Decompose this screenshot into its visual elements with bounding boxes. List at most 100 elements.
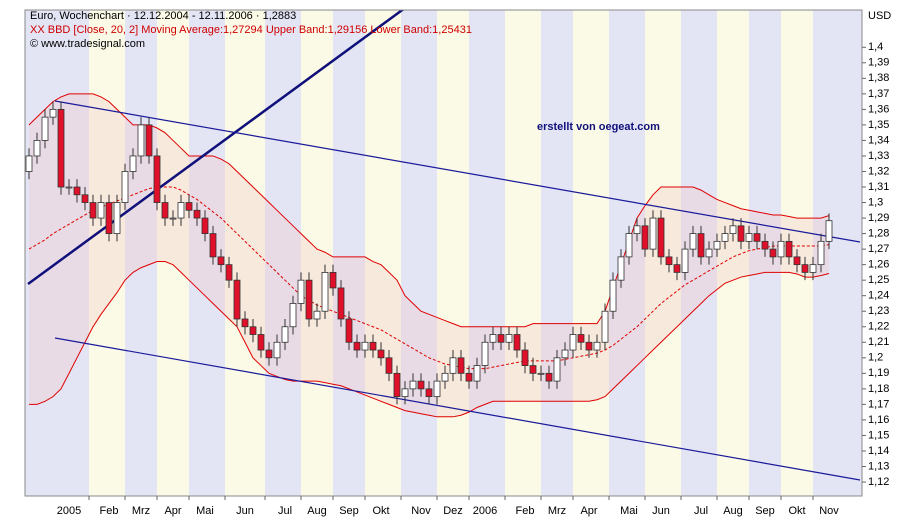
x-tick-label: Mrz	[132, 505, 150, 517]
candle-body	[529, 365, 537, 374]
x-tick-label: 2005	[57, 505, 81, 517]
candle-body	[409, 380, 417, 390]
plot-frame	[24, 9, 863, 497]
x-tick-label: Okt	[788, 505, 805, 517]
plot-background	[25, 10, 862, 496]
candle-body	[785, 240, 793, 258]
candle-body	[777, 240, 785, 258]
candle-body	[41, 116, 49, 141]
candle-body	[233, 279, 241, 320]
candle-body	[609, 279, 617, 312]
x-tick-label: Sep	[339, 505, 359, 517]
candle-body	[553, 357, 561, 382]
y-tick-label: 1,34	[868, 134, 889, 146]
candle-body	[593, 341, 601, 351]
x-tick-label: Okt	[372, 505, 389, 517]
month-stripe	[189, 10, 225, 496]
candle-body	[761, 240, 769, 250]
candle-body	[745, 233, 753, 242]
candle-body	[537, 372, 545, 375]
month-stripe	[505, 10, 541, 496]
candle-body	[617, 256, 625, 281]
candle-body	[521, 349, 529, 366]
x-tick-label: Jul	[694, 505, 708, 517]
y-tick-label: 1,25	[868, 274, 889, 286]
candle-body	[353, 341, 361, 351]
x-tick-label: Apr	[164, 505, 181, 517]
candle-body	[697, 233, 705, 258]
month-stripe	[25, 10, 89, 496]
candle-body	[713, 240, 721, 250]
candle-body	[681, 248, 689, 273]
band-line	[29, 261, 830, 418]
candle-body	[505, 334, 513, 343]
y-tick-label: 1,2	[868, 352, 883, 364]
y-tick-label: 1,16	[868, 414, 889, 426]
candle-body	[569, 334, 577, 351]
y-tick-label: 1,14	[868, 445, 889, 457]
candle-body	[441, 372, 449, 382]
channel-bottom	[54, 337, 861, 481]
x-tick-label: Feb	[100, 505, 119, 517]
candle-body	[481, 341, 489, 366]
candle-body	[273, 341, 281, 359]
candle-body	[185, 202, 193, 211]
candle-body	[721, 233, 729, 242]
y-tick-label: 1,28	[868, 227, 889, 239]
y-tick-label: 1,12	[868, 476, 889, 488]
x-tick-label: Sep	[755, 505, 775, 517]
candle-body	[305, 279, 313, 320]
candles	[25, 101, 833, 405]
candle-body	[73, 186, 81, 196]
candle-body	[825, 220, 833, 242]
candle-body	[289, 303, 297, 328]
trend-lines	[27, 10, 861, 481]
bollinger-bands	[28, 93, 830, 418]
moving-average	[28, 186, 830, 370]
month-stripe	[437, 10, 469, 496]
month-stripe	[265, 10, 301, 496]
candle-body	[793, 256, 801, 266]
candle-body	[705, 248, 713, 258]
candle-body	[689, 233, 697, 250]
candle-body	[465, 372, 473, 382]
x-tick-label: Apr	[580, 505, 597, 517]
candle-body	[801, 264, 809, 273]
x-tick-label: Mai	[620, 505, 638, 517]
chart-title: Euro, Wochenchart · 12.12.2004 - 12.11.2…	[30, 10, 296, 22]
candle-body	[545, 372, 553, 382]
candle-body	[121, 171, 129, 203]
y-tick-label: 1,38	[868, 72, 889, 84]
candle-body	[369, 341, 377, 351]
x-tick-label: Jul	[278, 505, 292, 517]
candle-body	[393, 372, 401, 398]
candle-body	[177, 202, 185, 219]
candle-body	[25, 155, 33, 172]
candle-body	[49, 108, 57, 118]
chart-subtitle: XX BBD [Close, 20, 2] Moving Average:1,2…	[30, 24, 472, 36]
candle-body	[737, 225, 745, 242]
candle-body	[577, 334, 585, 343]
candle-body	[225, 264, 233, 281]
candle-body	[321, 272, 329, 312]
candle-body	[729, 225, 737, 234]
candle-body	[417, 380, 425, 390]
candle-body	[257, 334, 265, 351]
month-stripe	[469, 10, 505, 496]
candle-body	[473, 365, 481, 382]
candle-body	[385, 357, 393, 374]
trend-line	[27, 10, 405, 286]
candle-body	[65, 186, 73, 189]
candle-body	[649, 217, 657, 250]
candle-body	[433, 380, 441, 398]
candle-body	[161, 202, 169, 219]
candle-body	[753, 233, 761, 242]
y-tick-label: 1,17	[868, 398, 889, 410]
y-tick-label: 1,39	[868, 57, 889, 69]
y-tick-label: 1,26	[868, 259, 889, 271]
candle-body	[89, 202, 97, 219]
candle-body	[585, 341, 593, 351]
month-stripe	[401, 10, 437, 496]
